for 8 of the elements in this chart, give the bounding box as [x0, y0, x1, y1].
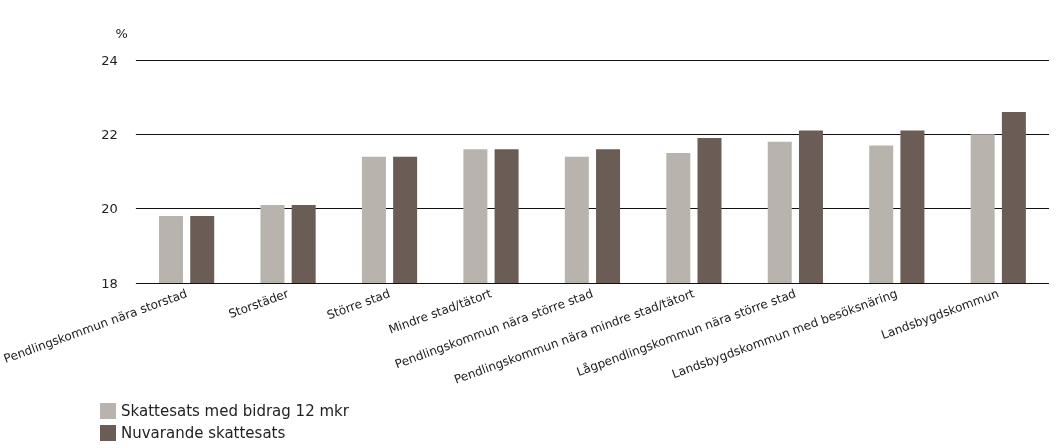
y-axis-title: %: [115, 26, 128, 41]
y-tick-label: 22: [101, 126, 118, 142]
y-tick-label: 24: [101, 52, 118, 68]
legend-label: Skattesats med bidrag 12 mkr: [121, 402, 350, 420]
x-tick-label: Större stad: [324, 286, 392, 323]
legend-label: Nuvarande skattesats: [121, 424, 286, 442]
y-tick-label: 20: [101, 201, 118, 217]
y-tick-label: 18: [101, 275, 118, 291]
